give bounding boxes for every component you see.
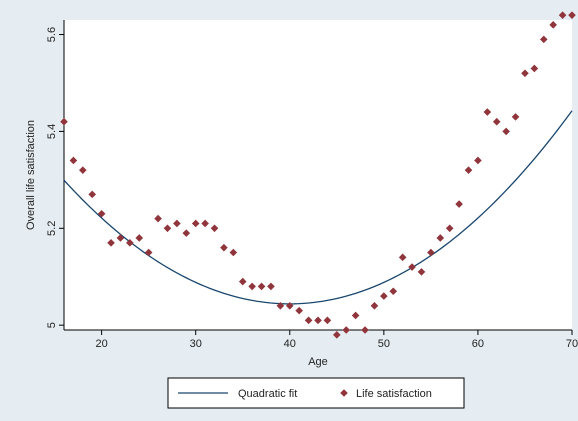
x-tick-label: 20: [96, 338, 108, 350]
data-point: [267, 282, 275, 291]
data-point: [248, 282, 256, 291]
x-tick-label: 30: [190, 338, 202, 350]
data-point: [173, 219, 181, 228]
data-point: [323, 316, 332, 325]
data-point: [408, 263, 416, 271]
y-tick-label: 5.6: [46, 27, 58, 42]
data-point: [464, 166, 473, 174]
y-axis-title: Overall life satisfaction: [25, 120, 37, 230]
data-point: [436, 234, 445, 242]
data-point: [257, 282, 266, 291]
data-point: [285, 301, 294, 310]
data-point: [295, 306, 303, 315]
x-tick-label: 60: [472, 338, 484, 350]
data-point: [107, 239, 115, 247]
data-point: [210, 224, 219, 233]
data-point: [502, 127, 510, 136]
data-point: [389, 287, 398, 296]
data-point: [568, 11, 576, 19]
data-point: [97, 209, 106, 218]
data-point: [304, 316, 313, 325]
data-point: [276, 301, 285, 310]
data-point: [417, 268, 426, 276]
legend-label-life-satisfaction: Life satisfaction: [356, 388, 432, 400]
data-point: [314, 316, 322, 325]
data-point: [60, 117, 68, 126]
y-tick-label: 5.2: [46, 221, 58, 236]
data-point: [144, 248, 153, 257]
data-point: [398, 253, 407, 262]
data-point: [333, 331, 341, 339]
y-tick-label: 5: [46, 322, 58, 328]
data-point: [370, 301, 379, 310]
x-axis-title: Age: [308, 356, 328, 368]
data-point: [191, 219, 200, 228]
data-point: [69, 156, 78, 165]
data-point: [445, 224, 454, 233]
data-point: [351, 311, 360, 320]
data-point: [549, 21, 557, 29]
data-point: [79, 166, 87, 174]
data-point: [182, 229, 191, 237]
data-point: [492, 117, 501, 126]
data-point: [88, 190, 97, 199]
data-point: [530, 64, 539, 73]
x-tick-label: 50: [378, 338, 390, 350]
data-point: [238, 277, 247, 286]
data-point: [539, 35, 548, 44]
x-tick-label: 40: [284, 338, 296, 350]
y-tick-label: 5.4: [46, 124, 58, 139]
data-point: [135, 234, 144, 242]
data-point: [521, 69, 529, 78]
plot-area: [64, 20, 572, 330]
data-point: [342, 326, 351, 334]
data-point: [116, 234, 125, 242]
data-point: [229, 248, 238, 257]
legend-marker-swatch: [340, 389, 348, 397]
data-point: [163, 224, 172, 233]
data-point: [380, 292, 388, 300]
legend-label-quadratic-fit: Quadratic fit: [238, 388, 297, 400]
data-point: [126, 239, 134, 247]
data-point: [154, 214, 162, 223]
data-point: [511, 113, 520, 121]
data-point: [201, 219, 209, 228]
data-point: [361, 326, 369, 334]
data-point: [427, 248, 435, 257]
data-point: [483, 108, 492, 116]
x-tick-label: 70: [566, 338, 578, 350]
data-point: [455, 200, 463, 208]
data-point: [558, 11, 567, 19]
data-point: [474, 156, 482, 165]
data-point: [220, 243, 228, 252]
